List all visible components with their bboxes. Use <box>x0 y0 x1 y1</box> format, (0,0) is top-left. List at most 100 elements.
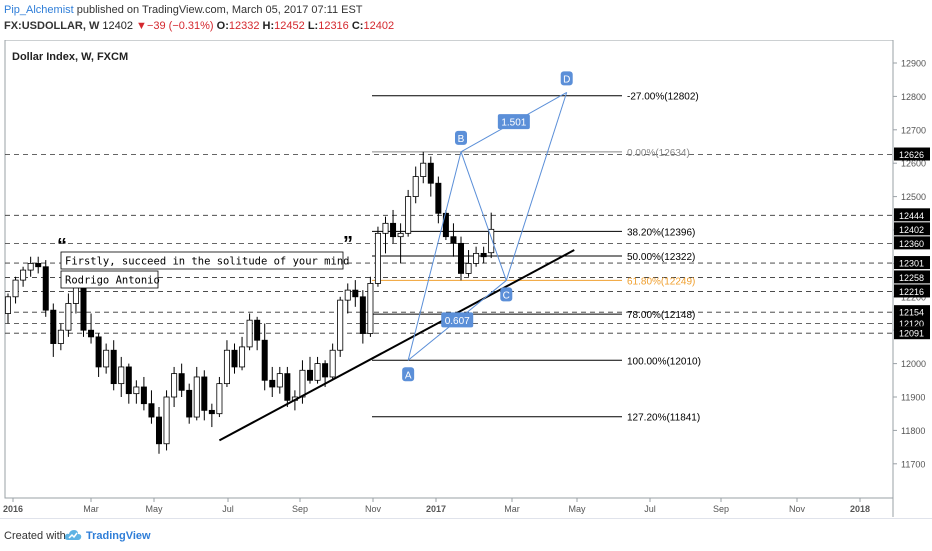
candle-body <box>216 383 223 415</box>
snapshot-header: Pip_Alchemist published on TradingView.c… <box>0 0 932 40</box>
candle-body <box>314 363 321 381</box>
price-tag <box>894 256 930 270</box>
candle-body <box>488 228 495 254</box>
candle-body <box>269 379 276 388</box>
candle-body <box>5 296 11 314</box>
candle-body <box>254 319 261 341</box>
low-label: L: <box>307 20 319 32</box>
tradingview-brand[interactable]: TradingView <box>86 530 151 542</box>
price-chart[interactable]: -27.00%(12802) 0.00%(12634) 38.20%(12396) 5… <box>0 40 932 517</box>
quote-close-mark: ” <box>343 233 353 255</box>
x-tick-label: Nov <box>365 504 382 514</box>
candle-body <box>284 373 291 401</box>
open-value: 12332 <box>228 20 260 32</box>
candle-body <box>352 289 359 298</box>
author-link[interactable]: Pip_Alchemist <box>4 4 74 16</box>
candle-body <box>88 329 95 338</box>
candle-body <box>473 252 480 264</box>
pattern-point-marker[interactable] <box>402 367 415 382</box>
close-label: C: <box>351 20 364 32</box>
candle-body <box>480 252 487 258</box>
candle-body <box>329 349 336 378</box>
pattern-leg[interactable] <box>460 151 507 281</box>
candle-body <box>276 373 283 388</box>
fib-level-label: -27.00%(12802) <box>627 92 699 103</box>
candle-body <box>231 349 238 368</box>
candle-body <box>110 349 117 385</box>
price-change: −39 (−0.31%) <box>146 20 214 32</box>
pattern-leg[interactable] <box>407 151 462 361</box>
candle-body <box>95 336 102 368</box>
candle-body <box>306 369 313 381</box>
x-tick-label: 2016 <box>3 504 23 514</box>
support-trendline[interactable] <box>218 249 575 442</box>
y-tick-label: 11800 <box>901 426 925 436</box>
candle-body <box>299 369 306 398</box>
pattern-leg[interactable] <box>505 92 568 281</box>
created-with-text: Created with <box>4 530 66 542</box>
candle-body <box>140 386 147 405</box>
y-tick-label: 12800 <box>901 92 926 102</box>
pattern-point-marker[interactable] <box>455 130 467 145</box>
x-tick-label: May <box>568 504 586 514</box>
x-tick-label: Mar <box>504 504 520 514</box>
fib-level-label: 50.00%(12322) <box>627 252 695 263</box>
x-tick-label: 2017 <box>426 504 446 514</box>
x-tick-label: Sep <box>713 504 729 514</box>
pattern-point-marker[interactable] <box>500 287 513 302</box>
high-value: 12452 <box>274 20 305 32</box>
fib-level-label: 0.00%(12634) <box>627 148 690 159</box>
fib-level-label: 78.00%(12148) <box>627 310 695 321</box>
candle-body <box>374 232 381 284</box>
candle-body <box>382 222 389 234</box>
price-tag-label: 12402 <box>899 225 924 235</box>
y-tick-label: 12700 <box>901 125 926 135</box>
quote-box[interactable] <box>60 251 344 270</box>
candle-body <box>246 319 253 348</box>
fib-level-label: 61.80%(12249) <box>627 276 695 287</box>
candle-body <box>57 329 64 344</box>
candle-body <box>133 386 140 395</box>
price-tag <box>894 284 930 298</box>
price-tag-label: 12091 <box>899 329 924 339</box>
ratio-badge <box>497 114 530 130</box>
candle-body <box>367 283 374 334</box>
candle-body <box>103 349 110 368</box>
candle-body <box>12 279 19 298</box>
last-price: 12402 <box>102 20 133 32</box>
pattern-point-label: D <box>563 74 570 85</box>
candle-body <box>148 403 155 418</box>
candle-body <box>465 262 472 274</box>
candle-body <box>50 309 57 344</box>
quote-text: Firstly, succeed in the solitude of your… <box>65 256 349 268</box>
x-tick-label: May <box>145 504 163 514</box>
price-tag <box>894 326 930 340</box>
pattern-point-marker[interactable] <box>560 71 573 86</box>
x-tick-label: 2018 <box>850 504 870 514</box>
candle-body <box>420 162 427 177</box>
quote-author-box[interactable] <box>60 270 159 289</box>
candle-body <box>125 366 132 395</box>
price-tag <box>894 305 930 319</box>
fib-level-label: 127.20%(11841) <box>627 413 700 424</box>
candle-body <box>435 182 442 214</box>
candle-body <box>223 349 230 385</box>
candle-body <box>390 222 397 238</box>
x-tick-label: Jul <box>644 504 656 514</box>
candle-body <box>155 416 162 445</box>
x-tick-label: Sep <box>292 504 308 514</box>
candle-body <box>261 339 268 381</box>
x-tick-label: Nov <box>789 504 806 514</box>
candle-body <box>322 363 329 378</box>
candle-body <box>405 196 412 234</box>
price-tag <box>894 147 930 161</box>
candle-body <box>171 373 178 398</box>
price-tag-label: 12120 <box>899 319 924 329</box>
price-tag-label: 12444 <box>899 211 924 221</box>
candle-body <box>186 389 193 418</box>
y-tick-label: 11700 <box>901 459 925 469</box>
price-tag-label: 12216 <box>899 287 924 297</box>
candle-body <box>239 346 246 368</box>
price-tag <box>894 236 930 250</box>
